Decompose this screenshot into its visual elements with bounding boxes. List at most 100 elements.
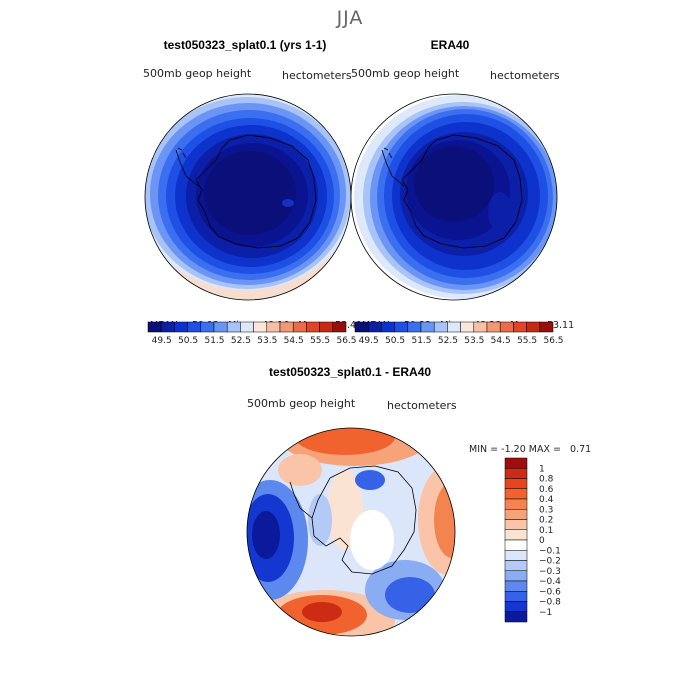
colorbar-tick-label: 52.5 (438, 336, 458, 346)
colorbar-swatch (213, 321, 228, 333)
antarctica-coastline (311, 465, 417, 575)
colorbar-swatch (226, 321, 241, 333)
colorbar-tick-label: 50.5 (178, 336, 198, 346)
colorbar-tick-label: 49.5 (152, 336, 172, 346)
colorbar-tick-label: 0.6 (539, 485, 554, 495)
colorbar-swatch (394, 321, 409, 333)
colorbar-swatch (420, 321, 435, 333)
colorbar-tick-label: 0.4 (539, 495, 554, 505)
colorbar-tick-label: 51.5 (411, 336, 431, 346)
colorbar-tick-label: 50.5 (385, 336, 405, 346)
colorbar-tick-label: 55.5 (310, 336, 330, 346)
panel-obs-units-label: hectometers (490, 69, 560, 82)
colorbar-tick-label: 0.8 (539, 475, 554, 485)
page-title: JJA (336, 7, 364, 29)
colorbar-swatch (187, 321, 202, 333)
panel-diff-title: test050323_splat0.1 - ERA40 (268, 365, 432, 379)
colorbar-tick-label: 53.5 (257, 336, 277, 346)
map-boundary (350, 93, 558, 301)
colorbar-swatch (240, 321, 254, 333)
colorbar-swatch (504, 591, 528, 602)
colorbar-swatch (486, 321, 501, 333)
colorbar-tick-label: 0.1 (539, 526, 553, 536)
colorbar-model: 49.5 50.5 51.5 52.5 53.5 54.5 55.5 56.5 (147, 321, 357, 346)
colorbar-swatch (504, 468, 528, 479)
colorbar-swatch (504, 529, 528, 541)
colorbar-swatch (504, 488, 528, 500)
colorbar-swatch (266, 321, 281, 333)
colorbar-swatch (526, 321, 541, 333)
colorbar-tick-label: 53.5 (464, 336, 484, 346)
colorbar-swatch (504, 539, 528, 551)
colorbar-swatch (504, 580, 528, 592)
colorbar-swatch (513, 321, 527, 333)
panel-diff-field-label: 500mb geop height (247, 397, 356, 410)
colorbar-tick-label: 52.5 (231, 336, 251, 346)
colorbar-swatch (504, 570, 528, 582)
map-obs (350, 93, 558, 301)
colorbar-tick-label: 0.2 (539, 516, 553, 526)
panel-model-units-label: hectometers (282, 69, 352, 82)
map-difference (246, 427, 456, 637)
colorbar-swatch (332, 321, 347, 333)
colorbar-tick-label: 56.5 (543, 336, 563, 346)
colorbar-tick-label: 0 (539, 536, 545, 546)
colorbar-swatch (504, 611, 528, 623)
colorbar-swatch (160, 321, 175, 333)
colorbar-tick-label: −0.4 (539, 577, 561, 587)
colorbar-swatch (354, 321, 369, 333)
antarctica-coastline (401, 134, 523, 249)
panel-model-field-label: 500mb geop height (143, 67, 252, 80)
colorbar-tick-label: 49.5 (359, 336, 379, 346)
colorbar-swatch (447, 321, 461, 333)
colorbar-swatch (504, 509, 528, 520)
colorbar-swatch (504, 560, 528, 571)
colorbar-swatch (306, 321, 320, 333)
panel-diff-stats: MIN = -1.20 MAX = 0.71 (463, 433, 591, 455)
colorbar-swatch (433, 321, 448, 333)
stat-max-value: 0.71 (570, 444, 592, 455)
panel-diff-units-label: hectometers (387, 399, 457, 412)
colorbar-tick-label: 51.5 (204, 336, 224, 346)
colorbar-tick-label: −0.6 (539, 587, 561, 597)
colorbar-swatch (279, 321, 294, 333)
colorbar-swatch (200, 321, 215, 333)
colorbar-obs: 49.5 50.5 51.5 52.5 53.5 54.5 55.5 56.5 (354, 321, 564, 346)
antarctica-coastline (195, 134, 317, 249)
colorbar-swatch (504, 457, 528, 469)
stat-max-value: 53.11 (546, 320, 575, 331)
colorbar-swatch (504, 550, 528, 561)
colorbar-swatch (367, 321, 382, 333)
stat-min-label: MIN = (469, 444, 499, 455)
colorbar-swatch (473, 321, 488, 333)
colorbar-swatch (504, 519, 528, 530)
colorbar-tick-label: −0.8 (539, 598, 561, 608)
colorbar-tick-label: −0.3 (539, 567, 561, 577)
colorbar-tick-label: 54.5 (284, 336, 304, 346)
stat-max-label: MAX = (528, 444, 561, 455)
map-model (144, 93, 352, 301)
panel-obs-title: ERA40 (430, 38, 470, 52)
colorbar-swatch (174, 321, 188, 333)
colorbar-tick-label: 55.5 (517, 336, 537, 346)
colorbar-swatch (539, 321, 554, 333)
colorbar-tick-label: −0.2 (539, 557, 561, 567)
colorbar-tick-label: 0.3 (539, 505, 553, 515)
colorbar-swatch (147, 321, 162, 333)
stat-max-value: 53.41 (334, 320, 363, 331)
colorbar-swatch (504, 601, 528, 612)
colorbar-swatch (319, 321, 334, 333)
colorbar-tick-label: 54.5 (491, 336, 511, 346)
colorbar-swatch (253, 321, 268, 333)
colorbar-swatch (292, 321, 307, 333)
colorbar-tick-label: 1 (539, 464, 545, 474)
colorbar-tick-label: −0.1 (539, 546, 561, 556)
colorbar-swatch (504, 498, 528, 510)
map-boundary (246, 427, 456, 637)
panel-model-title: test050323_splat0.1 (yrs 1-1) (163, 38, 327, 52)
colorbar-swatch (460, 321, 475, 333)
colorbar-swatch (504, 478, 528, 489)
colorbar-tick-label: 56.5 (336, 336, 356, 346)
colorbar-tick-label: −1 (539, 608, 552, 618)
